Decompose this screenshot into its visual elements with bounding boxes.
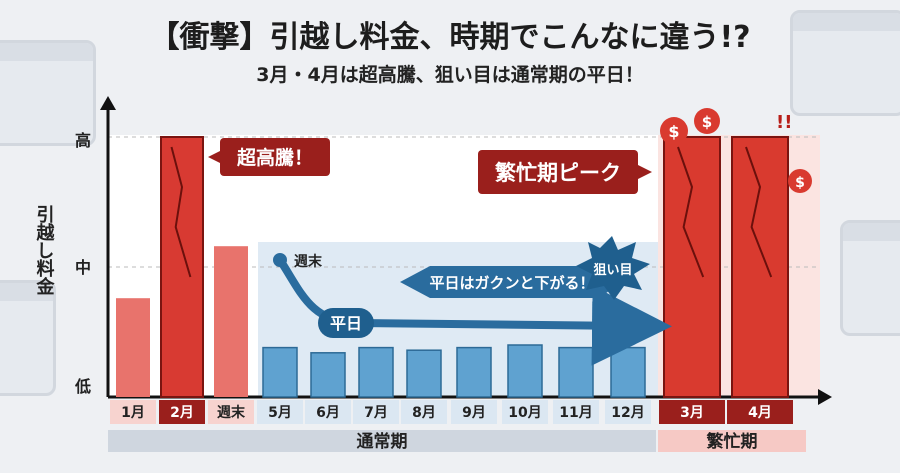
month-label-box	[305, 400, 351, 424]
bar-1月	[116, 298, 150, 397]
bar-11月	[558, 346, 594, 398]
month-label: 2月	[170, 405, 194, 421]
weekday-pill	[318, 308, 374, 338]
month-label-box	[257, 400, 303, 424]
bar-7月	[358, 346, 394, 398]
month-label: 12月	[611, 405, 644, 421]
background-calendar-icon	[790, 10, 900, 116]
ytick-high: 高	[75, 131, 91, 150]
month-label: 1月	[121, 405, 145, 421]
month-label-box	[727, 400, 793, 424]
target-label: 狙い目	[593, 263, 632, 278]
dollar-icon-glyph: $	[795, 175, 805, 191]
crack-mark	[745, 146, 773, 278]
group-peak-bar	[658, 430, 806, 452]
month-label: 9月	[462, 405, 486, 421]
month-label: 週末	[217, 404, 246, 421]
crack-mark	[170, 146, 192, 278]
ytick-mid: 中	[75, 258, 91, 277]
ytick-low: 低	[74, 377, 91, 396]
month-label: 8月	[412, 405, 436, 421]
background-calendar-icon	[0, 40, 96, 146]
bar-6月	[310, 352, 346, 398]
month-label-box	[451, 400, 497, 424]
month-label-box	[110, 400, 156, 424]
weekend-start-marker	[273, 253, 287, 267]
month-label-box	[159, 400, 205, 424]
month-label-box	[659, 400, 725, 424]
bar-9月	[456, 346, 492, 398]
month-label: 10月	[508, 405, 541, 421]
bar-週末	[214, 246, 248, 397]
month-label: 6月	[316, 405, 340, 421]
month-label: 7月	[364, 405, 388, 421]
month-label-box	[605, 400, 651, 424]
bar-8月	[406, 349, 442, 398]
month-label: 4月	[748, 405, 772, 421]
dollar-icon	[660, 117, 688, 145]
dollar-icon	[694, 108, 720, 134]
bar-3月	[663, 136, 721, 398]
page-subtitle: 3月・4月は超高騰、狙い目は通常期の平日！	[256, 64, 644, 86]
month-label-box	[353, 400, 399, 424]
bar-5月	[262, 346, 298, 398]
peak-callout	[478, 150, 638, 194]
month-label-box	[401, 400, 447, 424]
month-label: 5月	[268, 405, 292, 421]
peak-callout-pointer	[636, 164, 652, 180]
bar-10月	[507, 344, 543, 398]
dollar-icon	[788, 169, 812, 193]
month-label-box	[208, 400, 254, 424]
month-label-box	[502, 400, 548, 424]
spike-callout-pointer	[208, 150, 222, 164]
dollar-icon-glyph: $	[668, 122, 679, 141]
bar-2月	[160, 136, 204, 398]
spike-callout	[220, 138, 330, 176]
peak-callout-text: 繁忙期ピーク	[495, 161, 621, 185]
drop-callout-arrow	[400, 266, 620, 298]
month-label-box	[553, 400, 599, 424]
background-calendar-icon	[0, 280, 56, 396]
x-axis-arrow-icon	[818, 389, 832, 405]
alert-icon: !!	[776, 112, 792, 133]
weekday-pill-label: 平日	[330, 314, 362, 333]
page-title: 【衝撃】引越し料金、時期でこんなに違う!?	[149, 20, 751, 55]
month-label: 11月	[559, 405, 592, 421]
target-burst-icon	[576, 236, 650, 300]
month-label: 3月	[680, 405, 704, 421]
group-normal-label: 通常期	[357, 431, 408, 452]
drop-callout-text: 平日はガクンと下がる！	[429, 274, 594, 292]
weekend-label: 週末	[294, 253, 323, 270]
background-calendar-icon	[840, 220, 900, 336]
group-normal-bar	[108, 430, 656, 452]
crack-mark	[677, 146, 705, 278]
y-axis-arrow-icon	[100, 96, 116, 110]
bar-4月	[731, 136, 789, 398]
y-axis-label: 引越し料金	[34, 205, 56, 295]
bar-12月	[610, 346, 646, 398]
group-peak-label: 繁忙期	[706, 431, 758, 452]
spike-callout-text: 超高騰！	[236, 146, 313, 169]
dollar-icon-glyph: $	[702, 113, 712, 131]
